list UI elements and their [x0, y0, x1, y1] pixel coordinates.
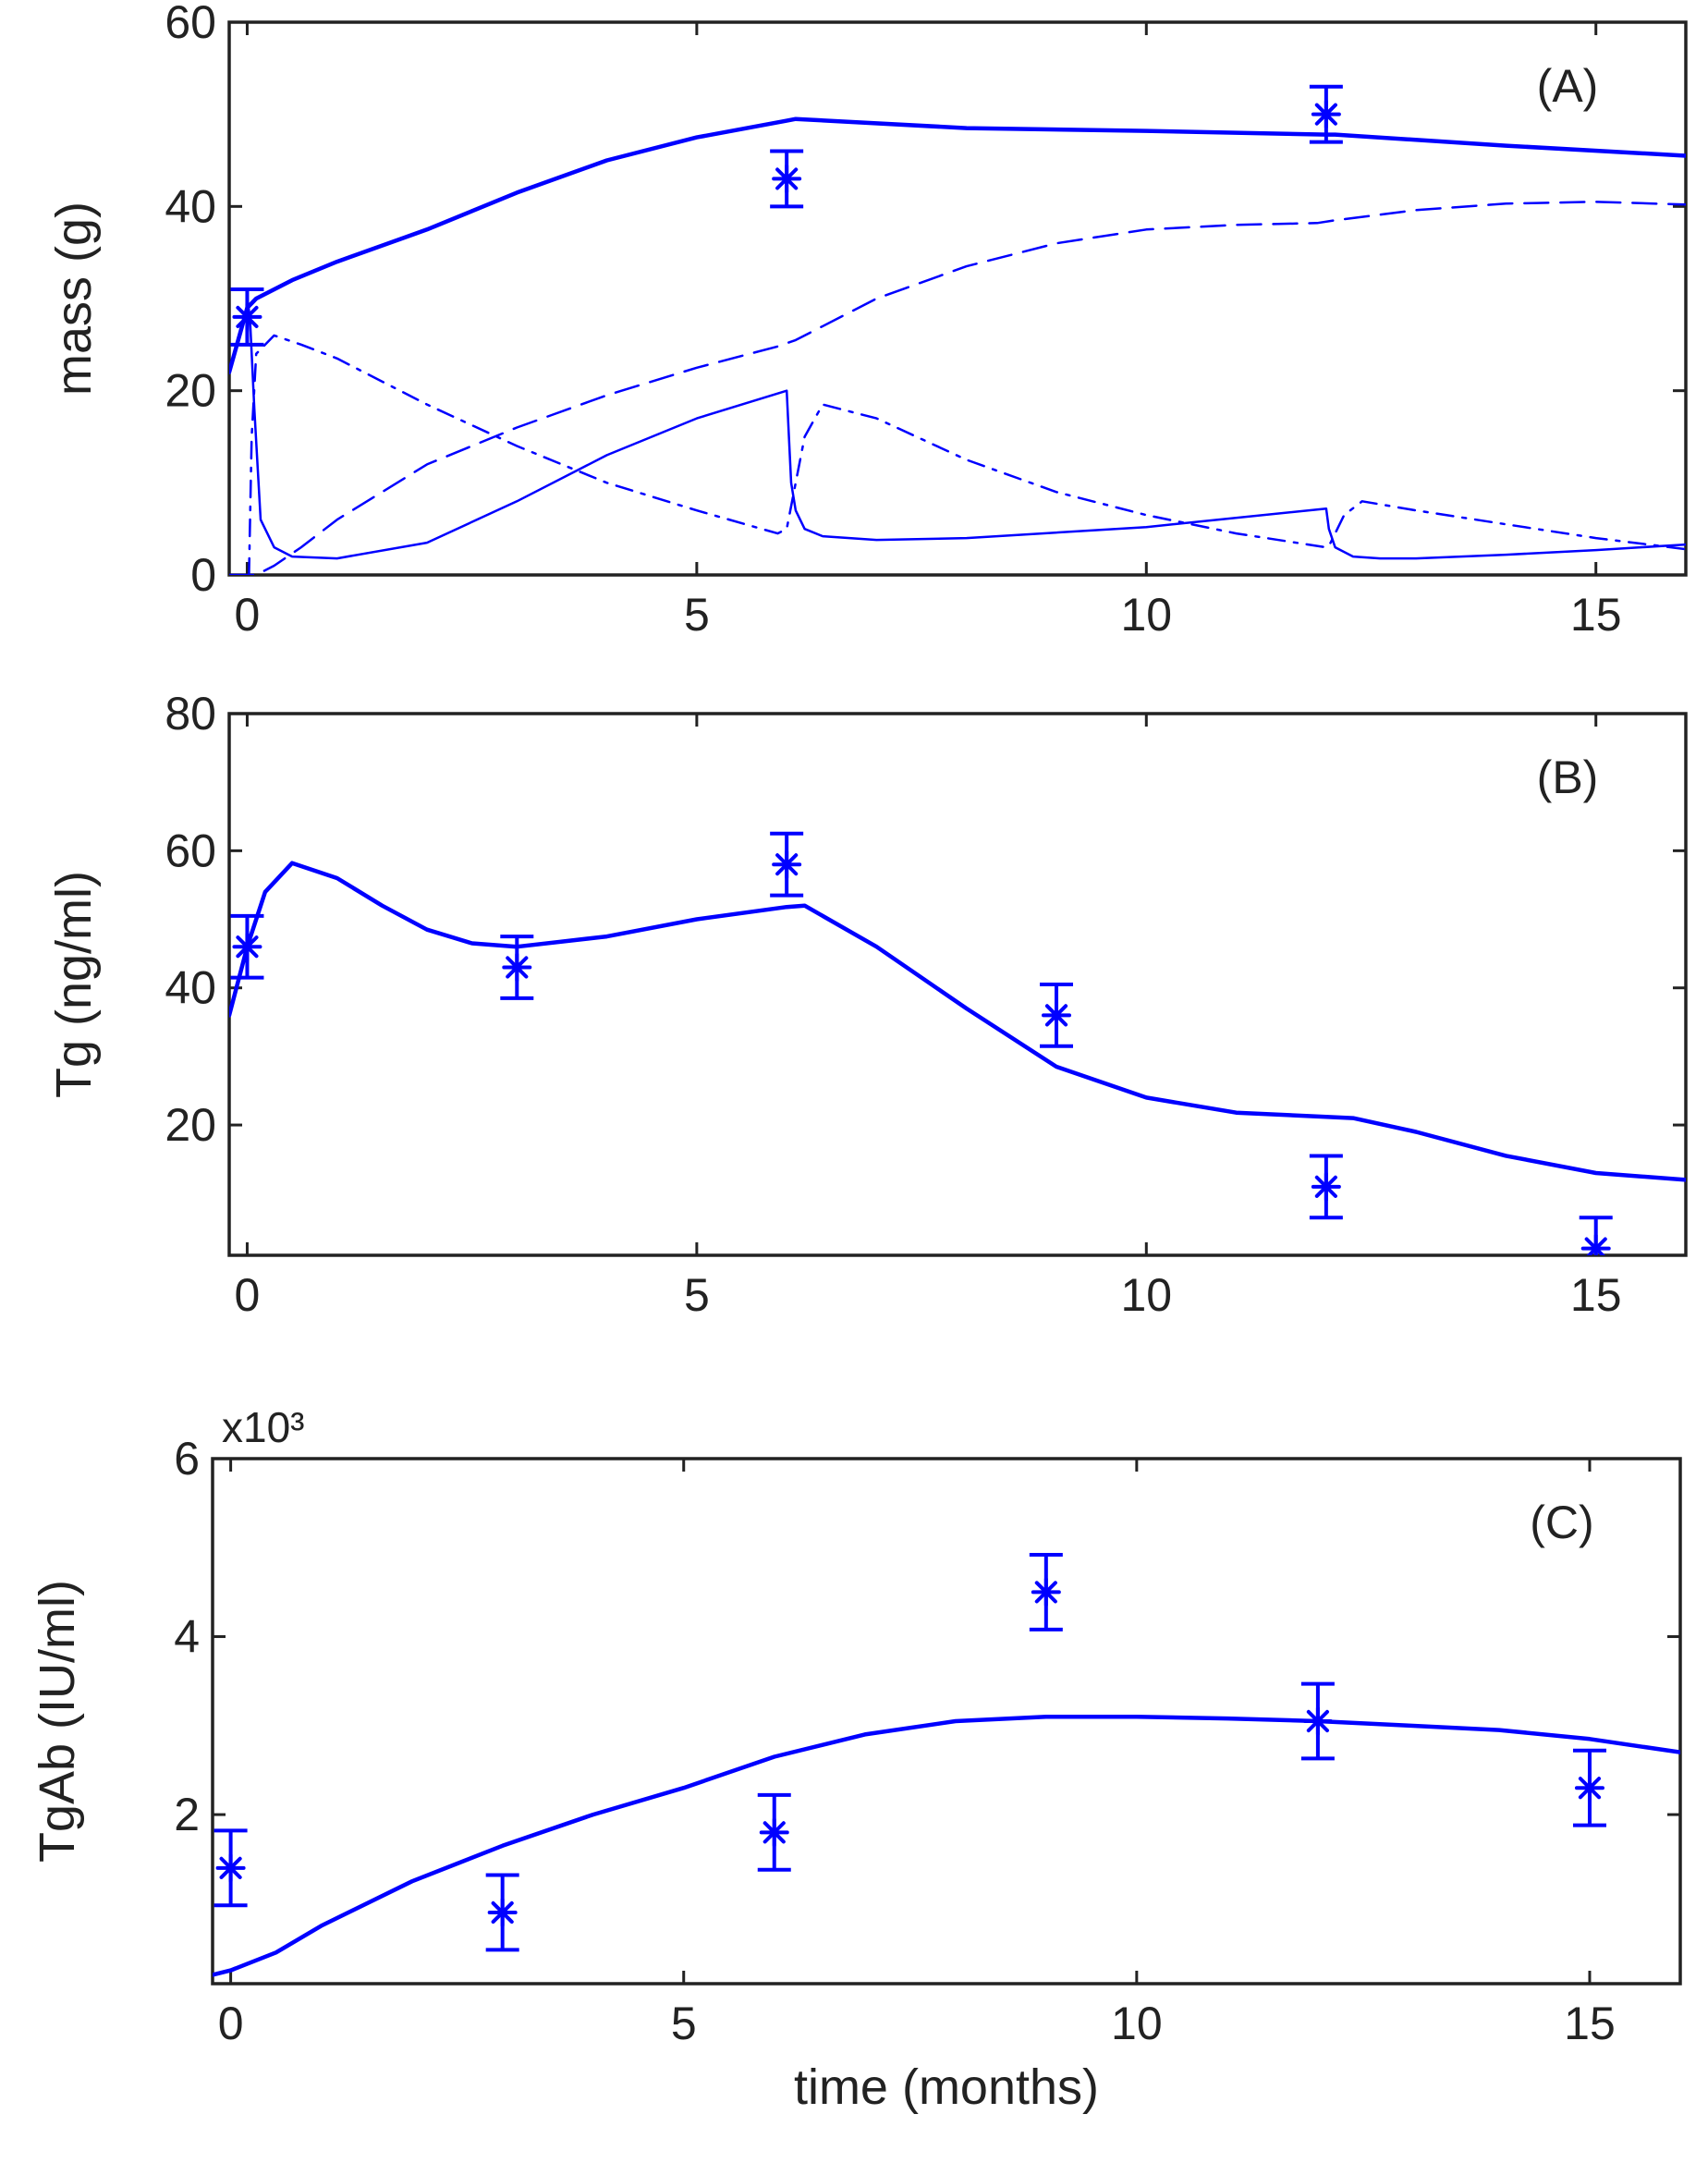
panel-1-marker-2: [772, 164, 802, 194]
panel-1-series-3-line: [248, 334, 1686, 575]
panel-2-ytick-label-2: 60: [165, 825, 216, 876]
panel-3-data-point-6: [1572, 1748, 1606, 1827]
panel-2-tag: (B): [1537, 752, 1599, 803]
panel-2-data-point-5: [1309, 1154, 1343, 1220]
panel-2-data-point-3: [770, 831, 804, 898]
panel-3-ytick-label-2: 6: [174, 1433, 200, 1485]
panel-3-data-point-2: [485, 1873, 519, 1952]
panel-1-ytick-label-0: 0: [190, 549, 216, 601]
panel-3-ytick-label-1: 4: [174, 1611, 200, 1663]
panel-2-xtick-label-0: 0: [235, 1269, 261, 1321]
panel-3-ylabel: TgAb (IU/ml): [30, 1580, 85, 1863]
panel-2-xtick-label-3: 15: [1570, 1269, 1622, 1321]
panel-3-marker-6: [1574, 1773, 1604, 1803]
panel-3-xtick-label-1: 5: [671, 1998, 697, 2049]
panel-3: 0 5 10 15 2 4 6 TgAb (IU/ml) time (months) x10³ (C…: [30, 1403, 1682, 2115]
panel-1-marker-1: [232, 301, 262, 332]
panel-3-data-point-3: [757, 1792, 791, 1872]
panel-1-ylabel: mass (g): [46, 202, 102, 396]
panel-3-ytick-label-0: 2: [174, 1789, 200, 1840]
panel-2-marker-5: [1311, 1171, 1341, 1202]
panel-3-axes-frame: [211, 1457, 1682, 1986]
panel-2-data-point-6: [1579, 1216, 1613, 1255]
panel-2-series-1-line: [229, 861, 1686, 1182]
panel-1-data-point-2: [770, 149, 804, 209]
panel-2-axes-frame: [227, 712, 1688, 1257]
panel-3-plot-area: [213, 1552, 1680, 1977]
panel-3-xtick-label-0: 0: [218, 1998, 244, 2049]
panel-1-ytick-label-2: 40: [165, 180, 216, 232]
panel-1-xtick-label-0: 0: [235, 589, 261, 641]
panel-2: 0 5 10 15 20 40 60 80 Tg (ng/ml) (B): [46, 688, 1688, 1321]
panel-1: 0 5 10 15 0 20 40 60 mass (g) (A): [46, 0, 1688, 641]
panel-2-ytick-label-0: 20: [165, 1099, 216, 1151]
panel-1-series-1-line: [229, 116, 1686, 374]
panel-3-tag: (C): [1530, 1497, 1593, 1548]
panel-1-plot-area: [229, 84, 1686, 575]
panel-1-axes-frame: [227, 20, 1688, 577]
panel-3-data-point-1: [214, 1828, 248, 1908]
panel-3-series-1-line: [213, 1714, 1680, 1977]
panel-3-xtick-label-2: 10: [1111, 1998, 1163, 2049]
panel-3-data-point-5: [1300, 1681, 1335, 1761]
panel-2-plot-area: [229, 831, 1686, 1255]
panel-1-xtick-label-2: 10: [1120, 589, 1172, 641]
panel-2-marker-4: [1042, 1000, 1072, 1031]
panel-2-marker-2: [502, 952, 532, 983]
panel-3-marker-3: [759, 1817, 789, 1848]
panel-3-marker-5: [1302, 1706, 1333, 1736]
panel-2-xtick-label-2: 10: [1120, 1269, 1172, 1321]
panel-3-marker-2: [487, 1897, 518, 1927]
panel-1-series-2-line: [229, 201, 1686, 575]
panel-1-ytick-label-3: 60: [165, 0, 216, 48]
panel-2-marker-6: [1580, 1233, 1611, 1255]
panel-3-xtick-label-3: 15: [1564, 1998, 1616, 2049]
panel-3-xlabel: time (months): [794, 2059, 1099, 2115]
panel-3-marker-4: [1031, 1577, 1061, 1607]
panel-2-ylabel: Tg (ng/ml): [46, 871, 102, 1098]
panel-1-data-point-1: [230, 287, 264, 347]
panel-1-marker-3: [1311, 99, 1341, 129]
panel-1-ytick-label-1: 20: [165, 365, 216, 417]
panel-3-data-point-4: [1029, 1552, 1063, 1631]
panel-2-xtick-label-1: 5: [684, 1269, 710, 1321]
panel-1-series-4-line: [246, 297, 1686, 560]
panel-2-marker-3: [772, 849, 802, 880]
panel-1-tag: (A): [1537, 60, 1599, 112]
panel-2-data-point-4: [1040, 983, 1074, 1048]
panel-1-data-point-3: [1309, 84, 1343, 144]
panel-2-ytick-label-1: 40: [165, 962, 216, 1014]
panel-2-marker-1: [232, 932, 262, 962]
panel-3-marker-1: [215, 1852, 246, 1883]
panel-2-ytick-label-3: 80: [165, 688, 216, 739]
panel-2-data-point-2: [500, 935, 534, 1000]
panel-3-y-multiplier: x10³: [222, 1403, 304, 1451]
panel-1-xtick-label-3: 15: [1570, 589, 1622, 641]
panel-2-data-point-1: [230, 913, 264, 980]
panel-1-xtick-label-1: 5: [684, 589, 710, 641]
